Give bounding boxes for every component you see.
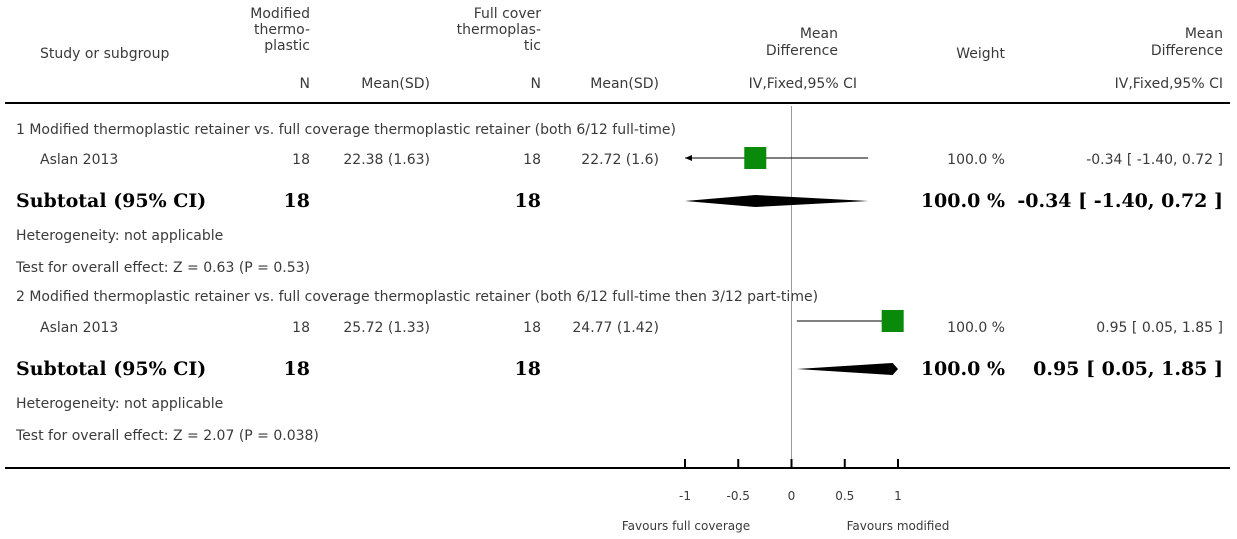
subtotal-row: Subtotal (95% CI) 18 18 100.0 % -0.34 [ …: [16, 190, 1223, 212]
study-ci: -0.34 [ -1.40, 0.72 ]: [1086, 152, 1223, 168]
subgroup-2-title: 2 Modified thermoplastic retainer vs. fu…: [16, 289, 818, 305]
header-group2-line2: thermoplas-: [457, 22, 541, 38]
study-name: Aslan 2013: [40, 152, 118, 168]
table-row: Aslan 2013 18 25.72 (1.33) 18 24.77 (1.4…: [40, 320, 1223, 336]
study-weight: 100.0 %: [947, 320, 1005, 336]
header-mean1: Mean(SD): [361, 76, 430, 92]
header-group2-line1: Full cover: [474, 6, 542, 22]
subtotal-n1: 18: [284, 190, 310, 212]
subtotal-n2: 18: [515, 190, 541, 212]
overall-effect-text: Test for overall effect: Z = 0.63 (P = 0…: [15, 260, 310, 276]
study-n1: 18: [292, 152, 310, 168]
header-group1-line1: Modified: [250, 6, 310, 22]
subtotal-weight: 100.0 %: [921, 190, 1005, 212]
plot-area: -1 -0.5 0 0.5 1: [679, 106, 904, 503]
subtotal-diamond: [685, 195, 869, 207]
header-group1-line3: plastic: [264, 38, 310, 54]
study-n1: 18: [292, 320, 310, 336]
subtotal-ci: -0.34 [ -1.40, 0.72 ]: [1017, 190, 1223, 212]
header-mean2: Mean(SD): [590, 76, 659, 92]
subgroup-1-title: 1 Modified thermoplastic retainer vs. fu…: [16, 122, 676, 138]
study-mean-sd2: 22.72 (1.6): [581, 152, 659, 168]
header-method: IV,Fixed,95% CI: [749, 76, 857, 92]
header-group2-line3: tic: [524, 38, 541, 54]
header-md-line1: Mean: [800, 26, 838, 42]
subtotal-weight: 100.0 %: [921, 358, 1005, 380]
header-study: Study or subgroup: [40, 46, 169, 62]
subtotal-diamond: [796, 363, 898, 375]
study-mean-sd2: 24.77 (1.42): [572, 320, 659, 336]
subtotal-row: Subtotal (95% CI) 18 18 100.0 % 0.95 [ 0…: [16, 358, 1223, 380]
axis-tick-label: 0.5: [835, 489, 854, 503]
study-ci: 0.95 [ 0.05, 1.85 ]: [1096, 320, 1223, 336]
table-header: Study or subgroup Modified thermo- plast…: [40, 6, 1223, 92]
axis-tick-label: -0.5: [727, 489, 750, 503]
study-effect-square: [881, 310, 904, 332]
study-name: Aslan 2013: [40, 320, 118, 336]
favours-right-label: Favours modified: [847, 519, 950, 533]
study-n2: 18: [523, 320, 541, 336]
heterogeneity-text: Heterogeneity: not applicable: [16, 228, 223, 244]
axis-tick-label: -1: [679, 489, 691, 503]
header-n2: N: [531, 76, 541, 92]
subtotal-label: Subtotal (95% CI): [16, 190, 206, 212]
header-md-line2: Difference: [766, 43, 838, 59]
subtotal-ci: 0.95 [ 0.05, 1.85 ]: [1033, 358, 1223, 380]
header-n1: N: [300, 76, 310, 92]
header-group1-line2: thermo-: [254, 22, 310, 38]
favours-left-label: Favours full coverage: [622, 519, 750, 533]
subtotal-n2: 18: [515, 358, 541, 380]
study-effect-square: [744, 147, 767, 169]
ci-arrow-left: [685, 155, 692, 161]
study-weight: 100.0 %: [947, 152, 1005, 168]
subtotal-label: Subtotal (95% CI): [16, 358, 206, 380]
axis-tick-label: 1: [894, 489, 902, 503]
header-method-right: IV,Fixed,95% CI: [1115, 76, 1223, 92]
heterogeneity-text: Heterogeneity: not applicable: [16, 396, 223, 412]
header-md-right-line1: Mean: [1185, 26, 1223, 42]
study-mean-sd1: 22.38 (1.63): [343, 152, 430, 168]
subtotal-n1: 18: [284, 358, 310, 380]
header-md-right-line2: Difference: [1151, 43, 1223, 59]
overall-effect-text: Test for overall effect: Z = 2.07 (P = 0…: [15, 428, 319, 444]
header-weight: Weight: [956, 46, 1005, 62]
study-n2: 18: [523, 152, 541, 168]
axis-tick-label: 0: [788, 489, 796, 503]
study-mean-sd1: 25.72 (1.33): [343, 320, 430, 336]
table-row: Aslan 2013 18 22.38 (1.63) 18 22.72 (1.6…: [40, 152, 1223, 168]
